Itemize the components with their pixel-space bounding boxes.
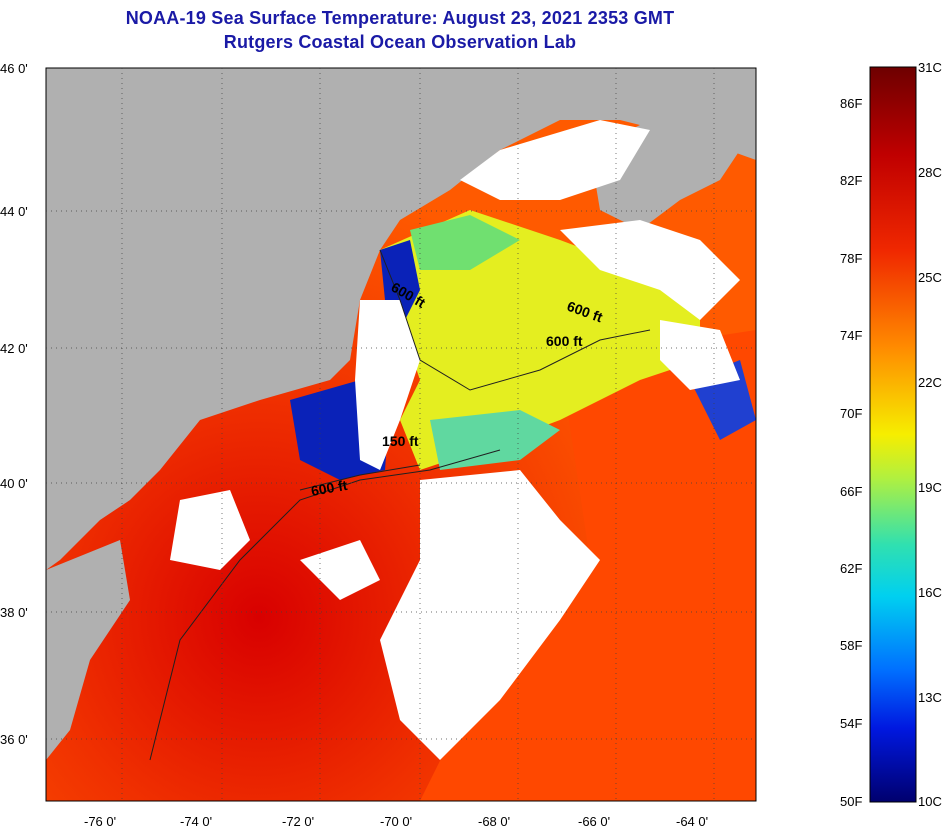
lon-label: -70 0' (380, 814, 412, 829)
colorbar-f-label: 62F (840, 561, 862, 576)
lon-label: -64 0' (676, 814, 708, 829)
cloud-cover (560, 220, 740, 320)
colorbar-c-label: 28C (918, 165, 942, 180)
colorbar-f-label: 82F (840, 173, 862, 188)
lat-label: 46 0' (0, 61, 28, 76)
colorbar-f-label: 66F (840, 484, 862, 499)
depth-contour-line (149, 449, 501, 761)
colorbar-gradient (869, 66, 917, 803)
colorbar-c-label: 25C (918, 270, 942, 285)
mid-atlantic-land (46, 540, 130, 760)
colorbar-f-label: 70F (840, 406, 862, 421)
lon-label: -66 0' (578, 814, 610, 829)
cloud-cover (660, 320, 740, 390)
lat-label: 44 0' (0, 204, 28, 219)
cloud-cover (460, 120, 650, 200)
lat-label: 42 0' (0, 341, 28, 356)
colorbar-f-label: 50F (840, 794, 862, 809)
colorbar-f-label: 78F (840, 251, 862, 266)
colorbar-f-label: 58F (840, 638, 862, 653)
lon-label: -68 0' (478, 814, 510, 829)
latitude-labels: 46 0' 44 0' 42 0' 40 0' 38 0' 36 0' (0, 61, 28, 747)
lon-label: -76 0' (84, 814, 116, 829)
colorbar-c-label: 13C (918, 690, 942, 705)
cool-patch (430, 410, 560, 470)
depth-contour-line (379, 249, 651, 391)
colorbar-f-label: 86F (840, 96, 862, 111)
colorbar: 86F 82F 78F 74F 70F 66F 62F 58F 54F 50F … (840, 60, 942, 809)
lon-label: -74 0' (180, 814, 212, 829)
depth-contour-line (299, 464, 421, 491)
map-title: NOAA-19 Sea Surface Temperature: August … (125, 8, 675, 28)
cloud-cover (170, 490, 250, 570)
colorbar-f-label: 74F (840, 328, 862, 343)
colorbar-c-label: 19C (918, 480, 942, 495)
map-field (46, 68, 756, 801)
cloud-cover (355, 300, 420, 470)
longitude-labels: -76 0' -74 0' -72 0' -70 0' -68 0' -66 0… (84, 814, 708, 829)
cool-patch (410, 215, 520, 270)
map-subtitle: Rutgers Coastal Ocean Observation Lab (223, 32, 577, 52)
colorbar-c-label: 16C (918, 585, 942, 600)
contour-label: 150 ft (382, 433, 419, 449)
map-frame (45, 67, 757, 802)
lat-label: 36 0' (0, 732, 28, 747)
lat-label: 40 0' (0, 476, 28, 491)
lat-label: 38 0' (0, 605, 28, 620)
land-mass (46, 68, 756, 570)
colorbar-c-label: 31C (918, 60, 942, 75)
colorbar-c-label: 22C (918, 375, 942, 390)
contour-label: 600 ft (546, 333, 583, 349)
cloud-cover (300, 540, 380, 600)
colorbar-f-label: 54F (840, 716, 862, 731)
contour-label: 600 ft (310, 477, 349, 499)
graticule (46, 68, 756, 801)
cloud-cover (380, 470, 600, 760)
lon-label: -72 0' (282, 814, 314, 829)
colorbar-c-label: 10C (918, 794, 942, 809)
